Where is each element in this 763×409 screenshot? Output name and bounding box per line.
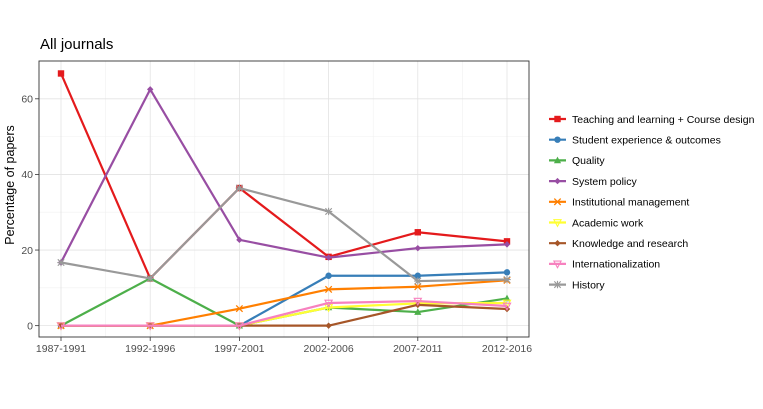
plot-area: 0 20 40 60 1987-1991 1992-1996 1997-2001 2002-2…	[21, 60, 532, 355]
legend-item: Internationalization	[549, 259, 660, 271]
data-point	[502, 302, 512, 311]
y-tick-label: 0	[27, 320, 33, 332]
legend-label: Quality	[572, 155, 605, 167]
data-point	[503, 269, 511, 276]
series-line	[59, 73, 508, 280]
legend-key-marker	[553, 280, 562, 289]
data-point	[503, 241, 511, 248]
data-point	[57, 258, 65, 267]
series-line	[61, 299, 508, 327]
legend-key-marker	[553, 156, 562, 164]
x-tick-label: 1987-1991	[36, 343, 86, 355]
data-point	[234, 322, 244, 331]
data-point	[414, 229, 421, 236]
series-line	[60, 88, 508, 264]
data-point	[324, 304, 334, 313]
legend-item: Institutional management	[549, 197, 689, 209]
legend-item: Student experience & outcomes	[549, 135, 721, 147]
legend-item: System policy	[549, 176, 638, 188]
legend-item: Quality	[549, 155, 605, 167]
legend-item: History	[549, 279, 605, 291]
plot-border	[38, 60, 530, 338]
data-point	[146, 274, 154, 283]
x-tick-label: 1997-2001	[214, 343, 264, 355]
data-point	[324, 285, 333, 294]
legend: Teaching and learning + Course design Stu…	[549, 114, 755, 291]
data-point	[414, 283, 422, 291]
legend-label: History	[572, 279, 605, 291]
legend-key-marker	[554, 177, 561, 185]
series-line	[60, 186, 508, 283]
legend-item: Teaching and learning + Course design	[549, 114, 755, 126]
legend-key-marker	[552, 219, 563, 228]
data-point	[145, 322, 155, 331]
data-point	[414, 244, 421, 252]
legend-key-marker	[553, 198, 562, 206]
legend-label: Institutional management	[572, 197, 689, 209]
data-point	[147, 86, 154, 93]
legend-key-marker	[554, 136, 561, 143]
series-7	[56, 297, 512, 331]
y-tick-label: 20	[21, 245, 33, 257]
x-tick-label: 2002-2006	[303, 343, 353, 355]
y-tick-label: 40	[21, 169, 33, 181]
data-point	[325, 322, 332, 329]
legend-label: Knowledge and research	[572, 238, 688, 250]
legend-label: Internationalization	[572, 259, 660, 271]
legend-label: Student experience & outcomes	[572, 135, 721, 147]
data-point	[503, 275, 511, 284]
data-point	[325, 254, 332, 261]
legend-label: Academic work	[572, 217, 644, 229]
data-point	[325, 272, 332, 279]
series-8	[57, 184, 511, 285]
x-tick-label: 2007-2011	[393, 343, 443, 355]
y-tick-label: 60	[21, 94, 33, 106]
data-point	[236, 236, 243, 244]
data-point	[56, 322, 66, 331]
legend-key-marker	[554, 115, 561, 123]
y-axis-label: Percentage of papers	[3, 125, 17, 245]
legend-key-marker	[552, 260, 563, 269]
data-point	[413, 297, 423, 307]
data-point	[57, 70, 65, 77]
data-point	[414, 308, 422, 315]
data-point	[324, 207, 333, 216]
legend-label: System policy	[572, 176, 638, 188]
data-point	[503, 294, 511, 302]
data-point	[235, 304, 244, 313]
data-point	[414, 277, 422, 285]
legend-item: Knowledge and research	[549, 238, 688, 250]
data-point	[414, 272, 421, 279]
x-tick-label: 2012-2016	[482, 343, 532, 355]
data-point	[235, 184, 244, 192]
x-tick-label: 1992-1996	[125, 343, 175, 355]
data-point	[324, 299, 334, 308]
legend-key-marker	[554, 240, 561, 247]
chart-title: All journals	[40, 36, 113, 53]
legend-item: Academic work	[549, 217, 644, 229]
legend-label: Teaching and learning + Course design	[572, 114, 755, 126]
